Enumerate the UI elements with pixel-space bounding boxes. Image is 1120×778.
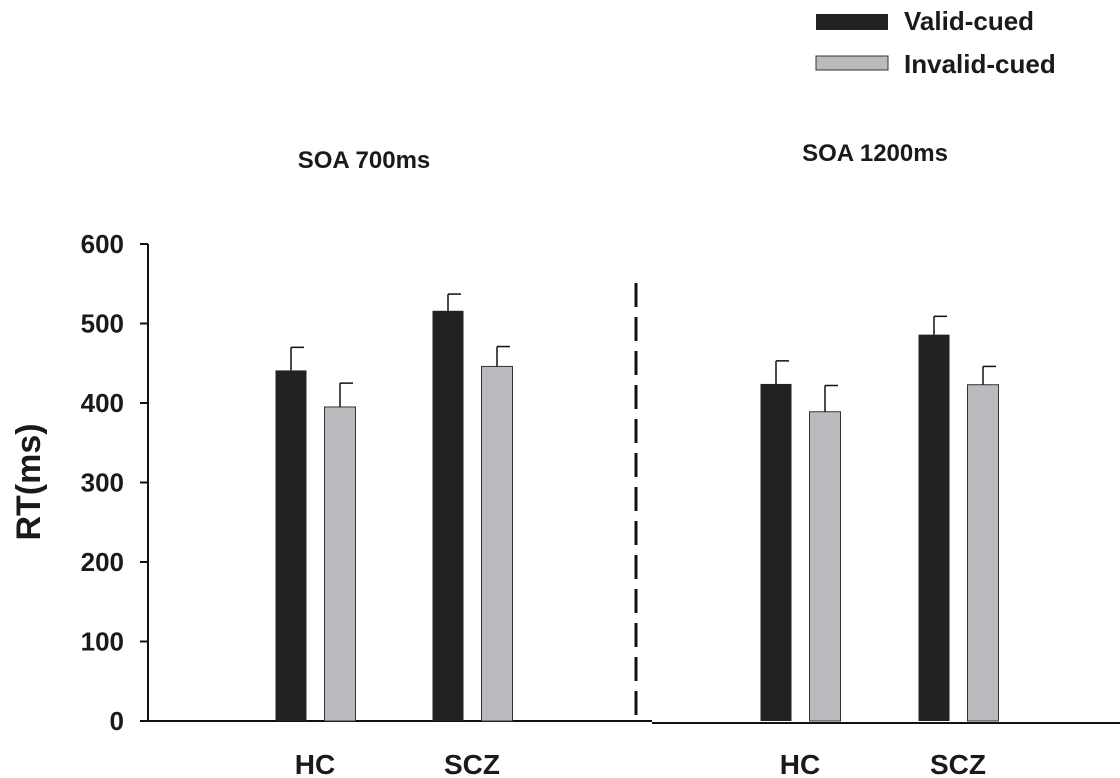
bars bbox=[275, 293, 999, 722]
legend-swatch-invalid bbox=[815, 55, 889, 71]
legend-label-invalid: Invalid-cued bbox=[904, 49, 1056, 79]
x-tick-labels: HC SCZ HC SCZ bbox=[295, 749, 986, 778]
legend: Valid-cued Invalid-cued bbox=[815, 6, 1056, 79]
y-tick-label: 100 bbox=[81, 627, 124, 657]
y-tick-label: 200 bbox=[81, 547, 124, 577]
bar-invalid-scz bbox=[481, 365, 513, 722]
legend-swatch-valid bbox=[816, 14, 888, 30]
bar-valid-hc bbox=[760, 383, 792, 721]
y-tick-label: 300 bbox=[81, 468, 124, 498]
bar-valid-scz bbox=[432, 310, 464, 721]
bar-valid-scz bbox=[918, 334, 950, 721]
x-tick-label: HC bbox=[780, 749, 820, 778]
x-tick-label: SCZ bbox=[444, 749, 500, 778]
legend-label-valid: Valid-cued bbox=[904, 6, 1034, 36]
bar-invalid-scz bbox=[967, 384, 999, 722]
y-tick-label: 600 bbox=[81, 229, 124, 259]
bar-invalid-hc bbox=[324, 406, 356, 722]
bar-invalid-hc bbox=[809, 411, 841, 722]
y-ticks: 0 100 200 300 400 500 600 bbox=[81, 229, 148, 736]
y-axis-label: RT(ms) bbox=[10, 423, 48, 540]
panel-title-soa-700: SOA 700ms bbox=[298, 147, 431, 174]
x-tick-label: SCZ bbox=[930, 749, 986, 778]
x-tick-label: HC bbox=[295, 749, 335, 778]
y-tick-label: 500 bbox=[81, 309, 124, 339]
panel-title-soa-1200: SOA 1200ms bbox=[802, 140, 948, 167]
y-tick-label: 400 bbox=[81, 388, 124, 418]
y-tick-label: 0 bbox=[110, 706, 124, 736]
bar-valid-hc bbox=[275, 370, 307, 721]
